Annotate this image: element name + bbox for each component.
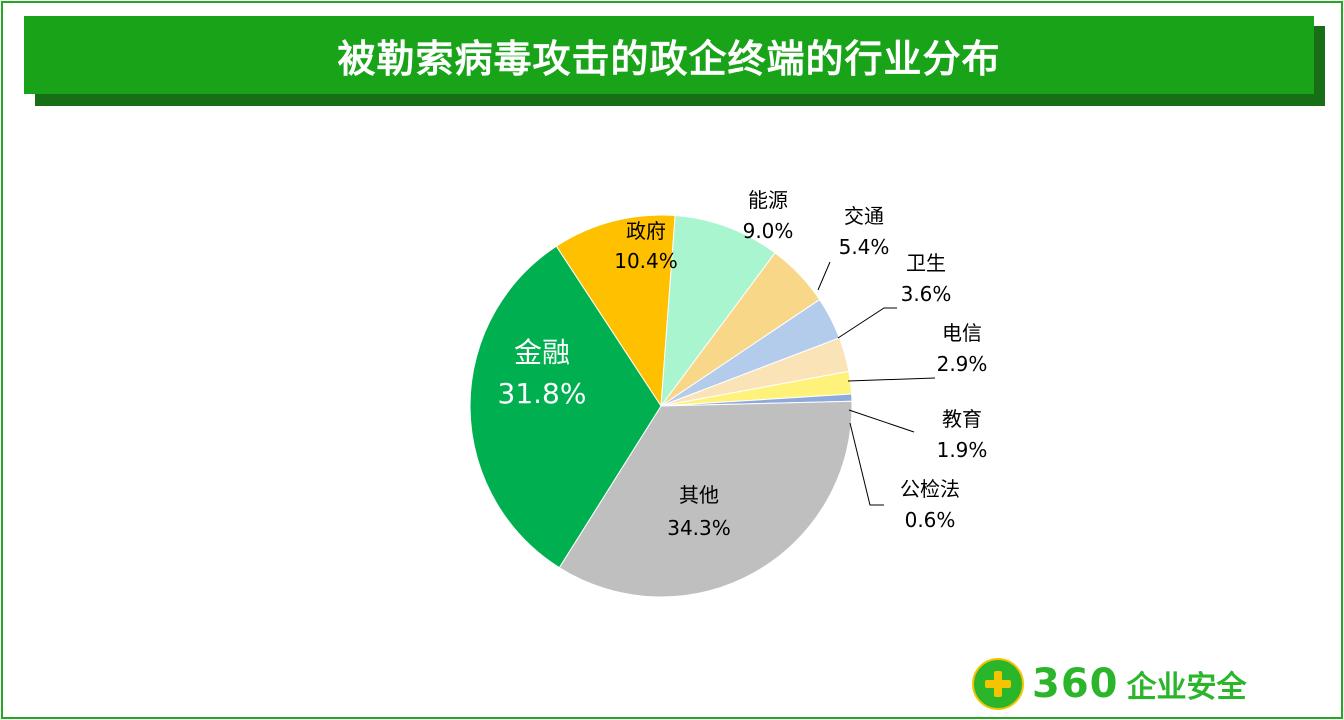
slice-name-label-3: 卫生 — [906, 251, 946, 275]
leader-line-3 — [837, 307, 897, 339]
brand-logo: 360 企业安全 — [972, 656, 1247, 712]
slice-name-label-6: 公检法 — [900, 477, 960, 501]
slice-name-label-4: 电信 — [942, 321, 982, 345]
slice-value-label-3: 3.6% — [901, 282, 952, 306]
leader-line-5 — [848, 409, 915, 433]
slice-value-label-7: 34.3% — [667, 516, 731, 540]
title-banner: 被勒索病毒攻击的政企终端的行业分布 — [24, 16, 1314, 94]
slice-value-label-1: 9.0% — [743, 219, 794, 243]
plus-logo-icon — [972, 658, 1024, 710]
slice-name-label-1: 能源 — [748, 188, 788, 212]
slice-value-label-8: 31.8% — [498, 377, 587, 410]
pie-slice-0 — [555, 214, 676, 408]
leader-line-4 — [847, 377, 936, 382]
slice-value-label-6: 0.6% — [905, 508, 956, 532]
leader-line-2 — [817, 261, 831, 291]
chart-title: 被勒索病毒攻击的政企终端的行业分布 — [337, 36, 1001, 81]
slice-name-label-0: 政府 — [626, 219, 666, 243]
logo-number: 360 — [1032, 661, 1119, 707]
slice-name-label-7: 其他 — [679, 483, 719, 507]
pie-slice-1 — [660, 214, 776, 408]
slice-name-label-8: 金融 — [514, 336, 570, 369]
slice-value-label-5: 1.9% — [937, 438, 988, 462]
pie-slice-7 — [558, 400, 853, 598]
slice-value-label-0: 10.4% — [614, 249, 678, 273]
slice-name-label-5: 教育 — [942, 407, 982, 431]
slice-value-label-4: 2.9% — [937, 352, 988, 376]
slice-value-label-2: 5.4% — [839, 235, 890, 259]
leader-line-6 — [849, 422, 884, 506]
logo-text: 企业安全 — [1126, 670, 1247, 705]
pie-slice-8 — [469, 245, 662, 569]
slice-name-label-2: 交通 — [844, 204, 884, 228]
